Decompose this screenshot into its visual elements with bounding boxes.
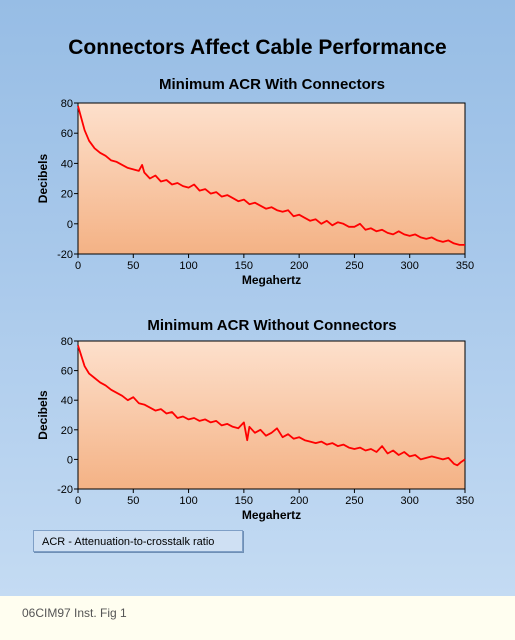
x-tick-label: 50 [127,495,139,507]
y-tick-label: 0 [67,454,73,466]
y-axis-title: Decibels [36,390,50,440]
plot-area [77,340,466,490]
x-tick-label: 300 [401,260,419,272]
y-tick-label: 80 [61,98,73,110]
chart-with-connectors: Minimum ACR With Connectors 0 50 100 150 200… [36,76,474,287]
acr-series-line [77,105,465,246]
x-axis-title: Megahertz [242,508,301,522]
x-tick-label: 200 [290,495,308,507]
y-tick-label: -20 [57,249,73,261]
chart-title: Minimum ACR With Connectors [159,76,385,93]
x-tick-label: 50 [127,260,139,272]
x-tick-label: 250 [345,260,363,272]
figure-panel [0,0,515,596]
x-tick-label: 150 [235,260,253,272]
y-tick-label: 60 [61,128,73,140]
x-tick-label: 350 [456,495,474,507]
acr-definition-note: ACR - Attenuation-to-crosstalk ratio [33,530,243,552]
plot-area [77,102,466,255]
x-tick-label: 0 [75,495,81,507]
x-tick-label: 100 [179,260,197,272]
figure-caption: 06CIM97 Inst. Fig 1 [22,606,127,620]
y-tick-label: 40 [61,395,73,407]
y-tick-label: 0 [67,219,73,231]
y-tick-label: -20 [57,484,73,496]
y-axis-title: Decibels [36,153,50,203]
x-tick-label: 250 [345,495,363,507]
y-tick-label: 80 [61,336,73,348]
y-tick-label: 20 [61,425,73,437]
x-axis-title: Megahertz [242,273,301,287]
y-tick-label: 60 [61,366,73,378]
chart-without-connectors: Minimum ACR Without Connectors 0 50 100 150… [36,317,474,522]
x-tick-label: 300 [401,495,419,507]
x-tick-label: 150 [235,495,253,507]
acr-series-line [77,345,466,467]
chart-title: Minimum ACR Without Connectors [147,317,396,334]
x-tick-label: 200 [290,260,308,272]
x-tick-label: 100 [179,495,197,507]
y-tick-label: 40 [61,158,73,170]
x-tick-label: 0 [75,260,81,272]
y-tick-label: 20 [61,189,73,201]
x-tick-label: 350 [456,260,474,272]
charts-canvas: Minimum ACR With Connectors 0 50 100 150 200… [36,76,474,522]
figure-title: Connectors Affect Cable Performance [68,36,447,59]
